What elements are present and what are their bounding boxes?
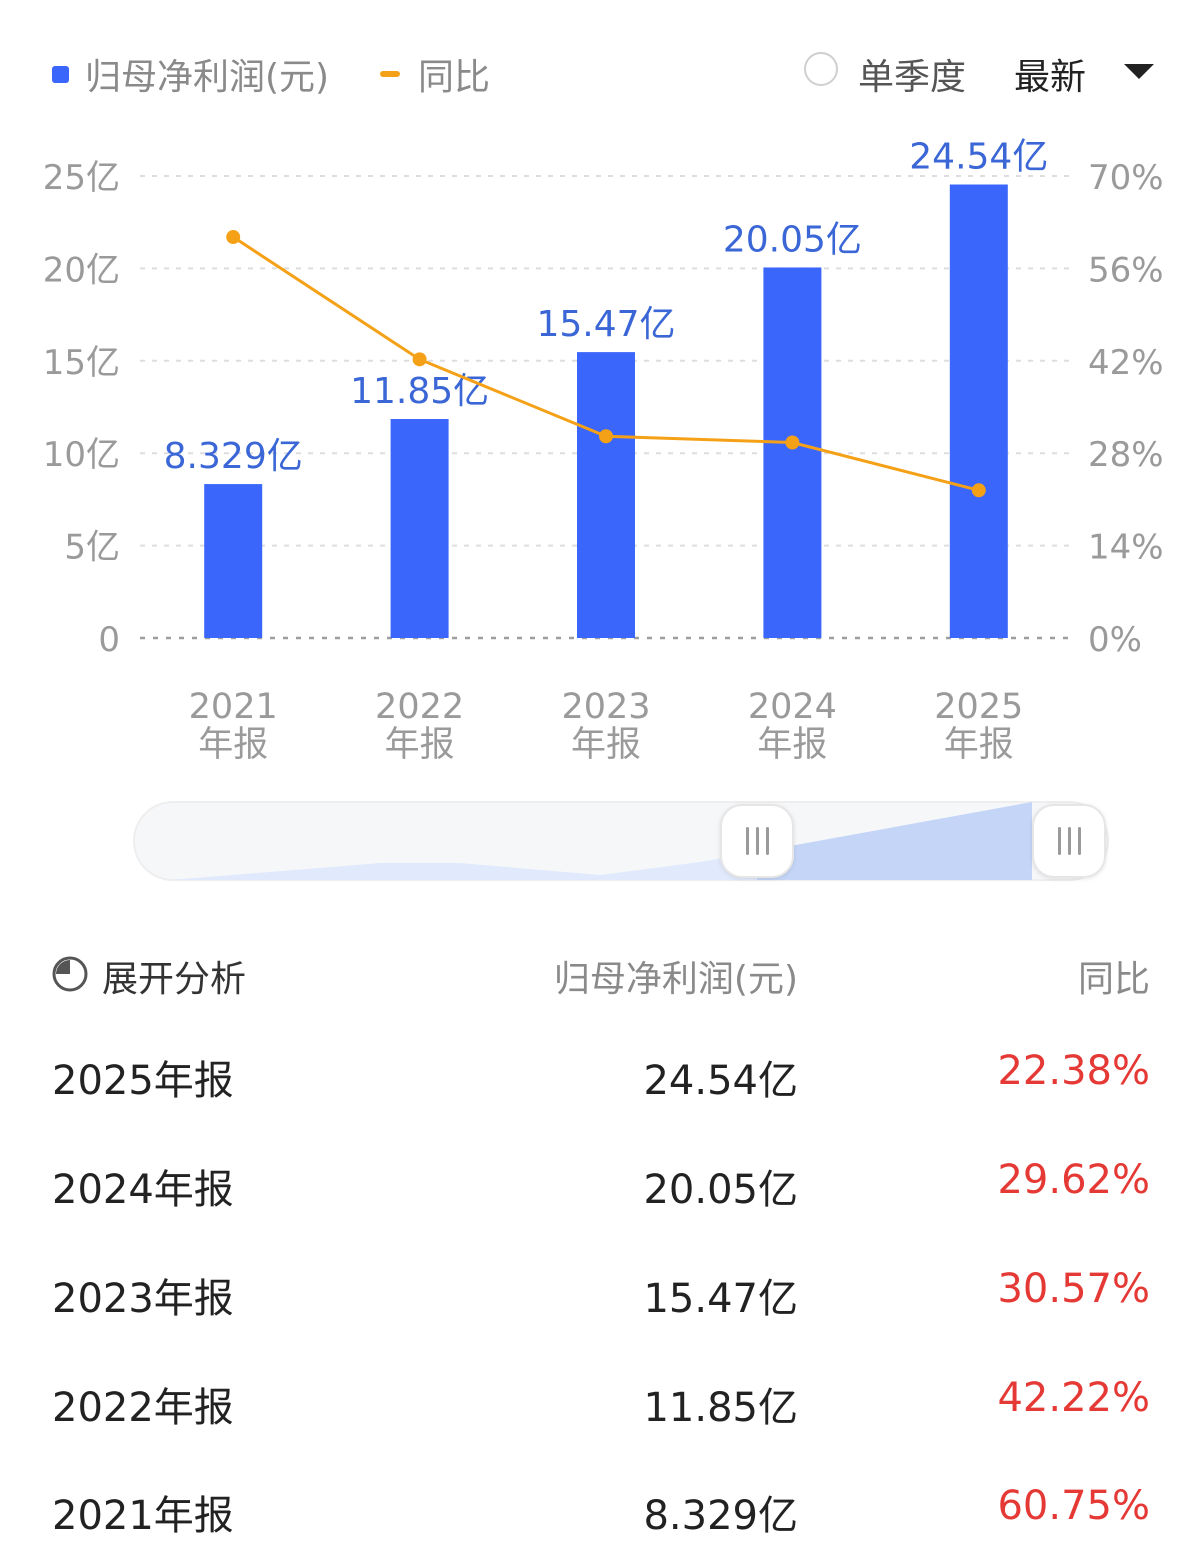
x-tick-label: 2024 [748,687,837,727]
grip-line [1057,827,1061,855]
single-quarter-label[interactable]: 单季度 [858,57,967,98]
profit-chart: 0 0% 5亿 14% 10亿 28% 15亿 42% 20亿 56% 25亿 70% 8.329亿 11… [43,137,1164,765]
legend-bar-swatch [52,65,69,83]
y-left-tick-label: 10亿 [43,435,120,475]
legend-net-profit-label: 归母净利润(元) [85,57,330,98]
yoy-point [599,429,613,444]
row-value: 8.329亿 [643,1493,798,1539]
x-tick-label: 年报 [757,725,827,765]
grip-line [1077,827,1081,855]
table-header: 展开分析 归母净利润(元) 同比 [0,940,1200,1010]
slider-right-handle[interactable] [1032,804,1106,878]
row-period: 2022年报 [52,1385,234,1431]
slider-left-handle[interactable] [720,804,794,878]
x-tick-label: 2022 [375,687,464,727]
row-period: 2024年报 [52,1167,234,1213]
legend-net-profit[interactable]: 归母净利润(元) [52,48,329,100]
x-tick-label: 年报 [571,725,641,765]
legend-yoy-label: 同比 [418,57,491,98]
bar [390,419,449,638]
range-slider[interactable] [0,790,1200,900]
y-right-tick-label: 28% [1088,435,1164,475]
table-row[interactable]: 2025年报 24.54亿 22.38% [0,1024,1200,1132]
grip-line [745,827,749,855]
y-left-tick-label: 15亿 [43,343,120,383]
bar-data-label: 24.54亿 [909,137,1048,178]
x-tick-label: 年报 [944,725,1014,765]
table-row[interactable]: 2022年报 11.85亿 42.22% [0,1351,1200,1459]
row-yoy: 60.75% [997,1483,1150,1529]
table-row[interactable]: 2024年报 20.05亿 29.62% [0,1133,1200,1241]
x-tick-label: 年报 [198,725,268,765]
y-right-tick-label: 0% [1088,620,1142,660]
y-left-tick-label: 0 [98,620,120,660]
y-left-tick-label: 20亿 [43,250,120,290]
row-value: 15.47亿 [643,1276,798,1322]
y-right-tick-label: 42% [1088,343,1164,383]
y-left-tick-label: 5亿 [64,528,120,568]
caret-down-icon[interactable] [1124,64,1154,79]
legend-line-swatch [380,71,400,77]
row-yoy: 30.57% [997,1266,1150,1312]
y-right-tick-label: 70% [1088,158,1164,198]
bar [949,184,1008,638]
bar [763,267,822,638]
bar [577,352,635,638]
y-right-tick-label: 14% [1088,528,1164,568]
expand-analysis-link[interactable]: 展开分析 [102,959,247,1000]
bar-data-label: 15.47亿 [536,304,675,345]
grip-line [755,827,759,855]
row-period: 2021年报 [52,1493,234,1539]
pie-chart-icon[interactable] [50,954,90,994]
row-period: 2025年报 [52,1058,234,1104]
yoy-point [412,352,427,367]
header-value: 归母净利润(元) [553,959,798,1000]
bar-data-label: 11.85亿 [350,371,489,412]
sort-dropdown[interactable]: 最新 [1014,57,1087,98]
row-period: 2023年报 [52,1276,234,1322]
grip-line [765,827,769,855]
y-right-tick-label: 56% [1088,250,1164,290]
table-row[interactable]: 2023年报 15.47亿 30.57% [0,1242,1200,1350]
x-tick-label: 2025 [934,687,1023,727]
row-yoy: 42.22% [997,1375,1150,1421]
row-yoy: 22.38% [997,1048,1150,1094]
legend-yoy[interactable]: 同比 [380,48,490,100]
x-tick-label: 2021 [189,687,278,727]
yoy-point [226,230,241,245]
chart-legend: 归母净利润(元) 同比 单季度 最新 [0,40,1200,104]
row-yoy: 29.62% [997,1157,1150,1203]
row-value: 20.05亿 [643,1167,798,1213]
yoy-point [785,435,800,450]
grip-line [1067,827,1071,855]
bar [204,484,263,638]
yoy-point [971,483,986,498]
y-left-tick-label: 25亿 [43,158,120,198]
x-tick-label: 2023 [561,687,650,727]
row-value: 11.85亿 [643,1385,798,1431]
row-value: 24.54亿 [643,1058,798,1104]
bar-data-label: 20.05亿 [723,219,862,260]
single-quarter-radio[interactable] [804,52,838,86]
table-row[interactable]: 2021年报 8.329亿 60.75% [0,1459,1200,1567]
header-yoy: 同比 [1077,959,1150,1000]
slider-track [133,801,1109,881]
bar-data-label: 8.329亿 [164,436,303,477]
x-tick-label: 年报 [385,725,455,765]
